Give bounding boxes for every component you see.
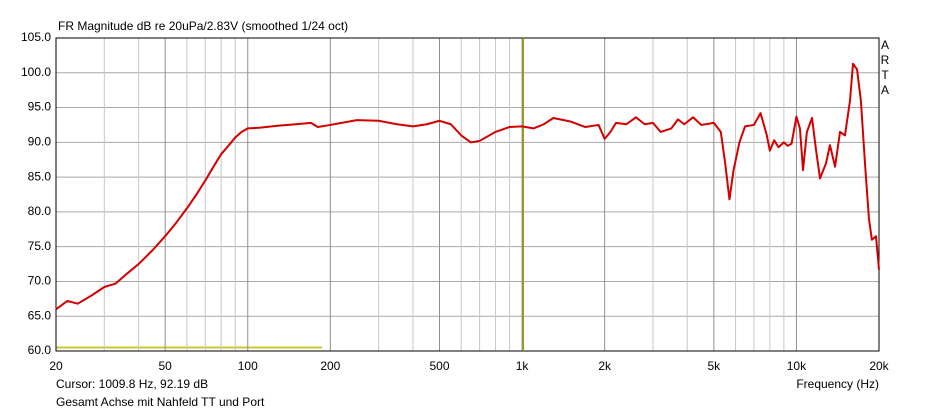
subtitle: Gesamt Achse mit Nahfeld TT und Port	[56, 395, 265, 409]
x-tick-label: 5k	[707, 359, 721, 373]
brand: ARTA	[880, 38, 890, 97]
plot-frame	[55, 37, 880, 352]
cursor-readout: Cursor: 1009.8 Hz, 92.19 dB	[56, 377, 208, 391]
y-tick-label: 90.0	[28, 135, 52, 149]
y-tick-label: 70.0	[28, 274, 52, 288]
x-tick-label: 200	[320, 359, 340, 373]
x-tick-label: 10k	[787, 359, 807, 373]
x-tick-label: 1k	[516, 359, 530, 373]
y-tick-label: 95.0	[28, 100, 52, 114]
y-tick-label: 85.0	[28, 169, 52, 183]
chart-title: FR Magnitude dB re 20uPa/2.83V (smoothed…	[58, 19, 348, 33]
x-tick-label: 100	[238, 359, 258, 373]
y-tick-label: 105.0	[21, 30, 51, 44]
x-tick-label: 500	[429, 359, 449, 373]
y-tick-label: 75.0	[28, 239, 52, 253]
x-tick-label: 20	[49, 359, 63, 373]
x-tick-label: 50	[158, 359, 172, 373]
x-tick-label: 2k	[598, 359, 612, 373]
y-tick-label: 60.0	[28, 343, 52, 357]
x-axis-label: Frequency (Hz)	[796, 377, 879, 391]
y-tick-label: 65.0	[28, 308, 52, 322]
y-tick-label: 80.0	[28, 204, 52, 218]
series-line	[55, 62, 880, 311]
y-tick-label: 100.0	[21, 65, 51, 79]
x-tick-label: 20k	[869, 359, 889, 373]
